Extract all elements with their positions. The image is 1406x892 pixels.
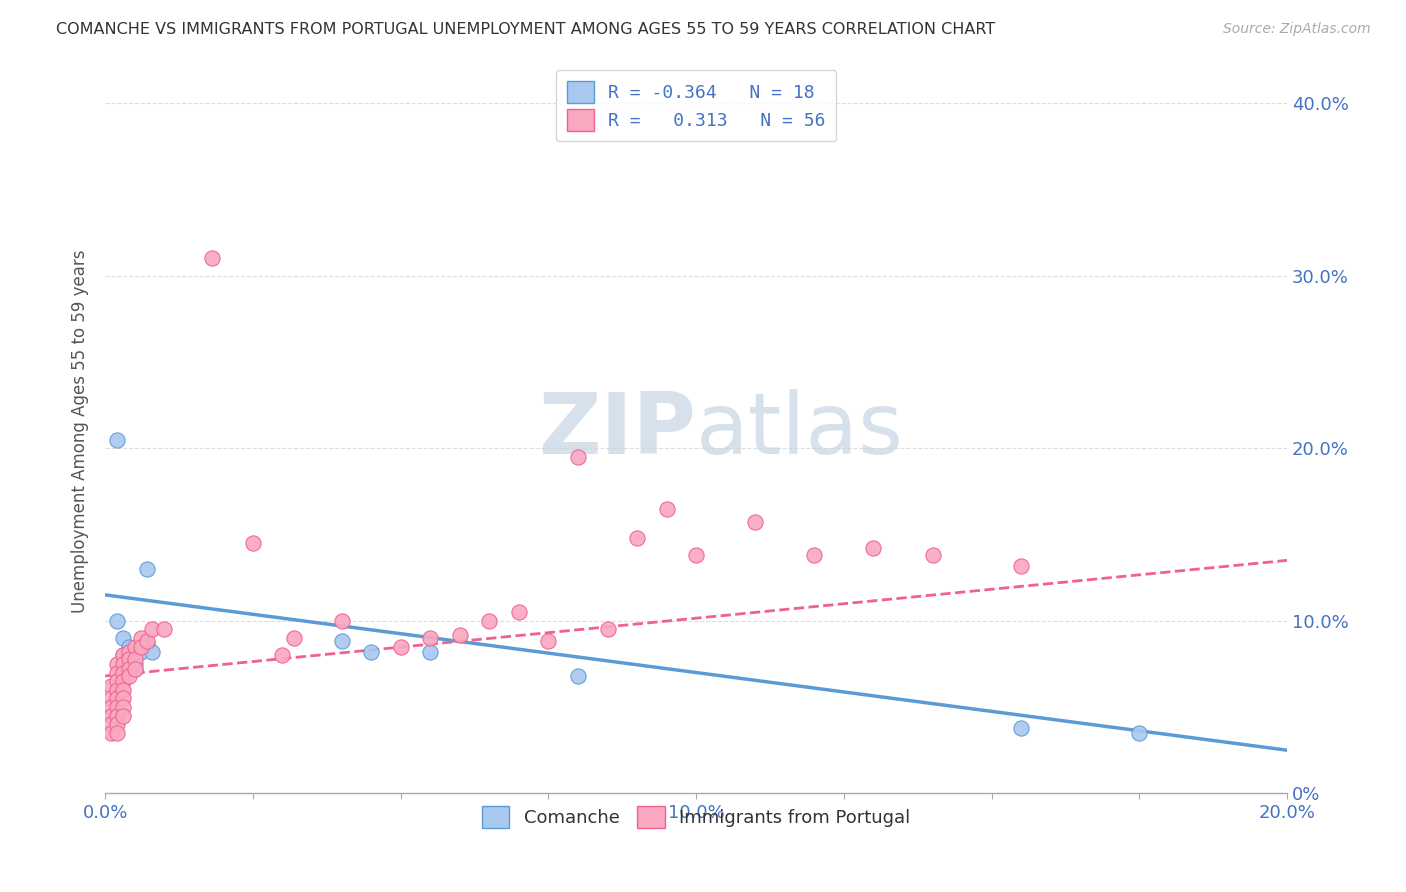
Point [111,657,134,671]
Point [567,450,589,464]
Point [419,645,441,659]
Point [100,726,122,740]
Point [105,665,128,680]
Point [118,662,141,676]
Point [655,501,678,516]
Point [626,531,648,545]
Point [330,634,353,648]
Point [1128,726,1150,740]
Point [105,726,128,740]
Point [111,665,134,680]
Point [105,433,128,447]
Point [105,674,128,689]
Point [141,623,163,637]
Y-axis label: Unemployment Among Ages 55 to 59 years: Unemployment Among Ages 55 to 59 years [72,249,89,613]
Point [118,645,141,659]
Point [1010,558,1032,573]
Point [124,640,146,654]
Point [105,614,128,628]
Point [118,651,141,665]
Point [135,634,157,648]
Point [1010,721,1032,735]
Point [419,631,441,645]
Point [508,605,530,619]
Point [271,648,294,663]
Point [111,691,134,706]
Point [111,708,134,723]
Point [105,657,128,671]
Point [129,631,152,645]
Point [567,669,589,683]
Point [129,645,152,659]
Point [100,700,122,714]
Point [111,631,134,645]
Point [135,636,157,650]
Point [124,662,146,676]
Point [242,536,264,550]
Point [283,631,305,645]
Point [100,708,122,723]
Point [596,623,619,637]
Point [141,645,163,659]
Text: Source: ZipAtlas.com: Source: ZipAtlas.com [1223,22,1371,37]
Point [118,640,141,654]
Point [862,541,884,556]
Point [100,717,122,731]
Text: ZIP: ZIP [538,390,696,473]
Point [921,548,943,562]
Point [105,691,128,706]
Point [389,640,412,654]
Point [129,640,152,654]
Point [744,516,766,530]
Point [105,682,128,697]
Point [111,648,134,663]
Point [360,645,382,659]
Point [537,634,560,648]
Text: COMANCHE VS IMMIGRANTS FROM PORTUGAL UNEMPLOYMENT AMONG AGES 55 TO 59 YEARS CORR: COMANCHE VS IMMIGRANTS FROM PORTUGAL UNE… [56,22,995,37]
Point [118,651,141,665]
Point [111,700,134,714]
Point [449,627,471,641]
Legend: Comanche, Immigrants from Portugal: Comanche, Immigrants from Portugal [475,798,918,835]
Point [100,691,122,706]
Point [124,651,146,665]
Point [111,682,134,697]
Point [105,700,128,714]
Point [105,708,128,723]
Point [685,548,707,562]
Point [118,669,141,683]
Point [153,623,176,637]
Point [111,648,134,663]
Point [478,614,501,628]
Point [330,614,353,628]
Point [124,657,146,671]
Text: atlas: atlas [696,390,904,473]
Point [105,717,128,731]
Point [803,548,825,562]
Point [135,562,157,576]
Point [200,252,222,266]
Point [124,662,146,676]
Point [100,679,122,693]
Point [111,674,134,689]
